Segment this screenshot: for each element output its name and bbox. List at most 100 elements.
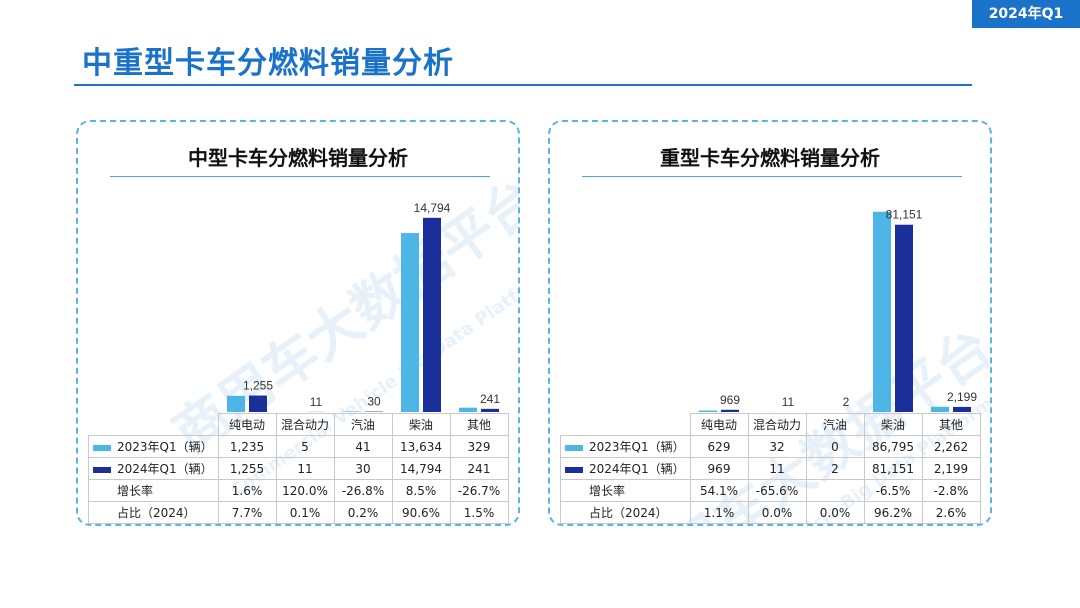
bar-2024-4	[953, 406, 971, 412]
table-cell: 120.0%	[275, 479, 335, 502]
table-cell: 0.0%	[747, 501, 807, 524]
category-tick-label: 纯电动	[689, 413, 749, 436]
table-cell: 90.6%	[391, 501, 451, 524]
table-cell: 8.5%	[391, 479, 451, 502]
legend-swatch	[93, 466, 111, 473]
bar-2024-3	[423, 217, 441, 412]
heavy-truck-panel: 商用车大数据平台 Commercial Vehicle Big Data Pla…	[548, 120, 992, 526]
bar-2024-0	[721, 409, 739, 412]
table-cell: 32	[747, 435, 807, 458]
table-cell: 1.1%	[689, 501, 749, 524]
category-tick-label: 其他	[449, 413, 509, 436]
table-cell: 5	[275, 435, 335, 458]
table-cell: 1.6%	[217, 479, 277, 502]
data-label-2: 30	[367, 395, 381, 409]
legend-swatch	[565, 444, 583, 451]
table-corner	[89, 414, 219, 436]
table-cell: 86,795	[863, 435, 923, 458]
table-cell: 0.2%	[333, 501, 393, 524]
category-tick-label: 混合动力	[275, 413, 335, 436]
data-label-4: 2,199	[947, 390, 977, 404]
table-cell: 2,199	[921, 457, 981, 480]
row-label: 2024年Q1（辆）	[88, 457, 219, 480]
data-label-1: 11	[782, 395, 795, 409]
table-cell: 2	[805, 457, 865, 480]
page-title: 中重型卡车分燃料销量分析	[82, 46, 454, 81]
table-row: 占比（2024） 7.7% 0.1% 0.2% 90.6% 1.5%	[88, 501, 509, 524]
table-cell: 0.0%	[805, 501, 865, 524]
bar-2023-2	[343, 411, 361, 412]
category-tick-label: 其他	[921, 413, 981, 436]
table-cell: 7.7%	[217, 501, 277, 524]
table-row: 2024年Q1（辆） 1,255 11 30 14,794 241	[88, 457, 509, 480]
title-underline	[74, 84, 972, 86]
data-label-3: 81,151	[886, 208, 923, 222]
bar-2023-3	[401, 233, 419, 412]
table-row: 占比（2024） 1.1% 0.0% 0.0% 96.2% 2.6%	[560, 501, 981, 524]
table-row: 2023年Q1（辆） 1,235 5 41 13,634 329	[88, 435, 509, 458]
table-cell: 241	[449, 457, 509, 480]
data-label-3: 14,794	[414, 201, 451, 215]
table-cell: 0	[805, 435, 865, 458]
table-cell: 329	[449, 435, 509, 458]
data-label-1: 11	[310, 395, 323, 409]
table-cell: -65.6%	[747, 479, 807, 502]
medium-chart-title: 中型卡车分燃料销量分析	[188, 146, 408, 170]
row-label: 2024年Q1（辆）	[560, 457, 691, 480]
heavy-title-rule	[582, 176, 962, 177]
table-row: 增长率 54.1% -65.6% -6.5% -2.8%	[560, 479, 981, 502]
row-label-text: 增长率	[589, 484, 626, 498]
bar-2023-4	[459, 407, 477, 412]
bar-2024-0	[249, 395, 267, 412]
heavy-chart-title: 重型卡车分燃料销量分析	[660, 146, 880, 170]
table-cell: 1,235	[217, 435, 277, 458]
table-header-row: 纯电动 混合动力 汽油 柴油 其他	[561, 413, 981, 436]
row-label-text: 占比（2024）	[117, 506, 196, 520]
medium-title-rule	[110, 176, 490, 177]
category-tick-label: 汽油	[805, 413, 865, 436]
table-cell: -2.8%	[921, 479, 981, 502]
table-cell: 30	[333, 457, 393, 480]
category-tick-label: 柴油	[863, 413, 923, 436]
period-badge: 2024年Q1	[972, 0, 1080, 28]
category-tick-label: 柴油	[391, 413, 451, 436]
legend-swatch	[93, 444, 111, 451]
heavy-truck-bar-chart: 969 11 2 81,151 2,199	[699, 208, 977, 412]
category-tick-label: 汽油	[333, 413, 393, 436]
table-corner	[561, 414, 691, 436]
category-tick-label: 纯电动	[217, 413, 277, 436]
table-cell: 14,794	[391, 457, 451, 480]
medium-truck-panel: 商用车大数据平台 Commercial Vehicle Big Data Pla…	[76, 120, 520, 526]
table-row: 2024年Q1（辆） 969 11 2 81,151 2,199	[560, 457, 981, 480]
table-cell: 41	[333, 435, 393, 458]
row-label: 增长率	[88, 479, 219, 502]
row-label-text: 增长率	[117, 484, 154, 498]
row-label-text: 占比（2024）	[589, 506, 668, 520]
bar-2023-0	[227, 395, 245, 412]
table-cell: -6.5%	[863, 479, 923, 502]
row-label-text: 2024年Q1（辆）	[589, 462, 685, 476]
row-label: 占比（2024）	[560, 501, 691, 524]
table-cell: 1,255	[217, 457, 277, 480]
legend-swatch	[565, 466, 583, 473]
table-cell: 2.6%	[921, 501, 981, 524]
bar-2024-4	[481, 408, 499, 412]
row-label-text: 2024年Q1（辆）	[117, 462, 213, 476]
table-row: 2023年Q1（辆） 629 32 0 86,795 2,262	[560, 435, 981, 458]
category-tick-label: 混合动力	[747, 413, 807, 436]
table-cell: -26.8%	[333, 479, 393, 502]
table-row: 增长率 1.6% 120.0% -26.8% 8.5% -26.7%	[88, 479, 509, 502]
row-label: 增长率	[560, 479, 691, 502]
table-cell: 0.1%	[275, 501, 335, 524]
table-cell: 11	[747, 457, 807, 480]
table-cell: 11	[275, 457, 335, 480]
data-label-4: 241	[480, 392, 500, 406]
heavy-truck-data-table: 纯电动 混合动力 汽油 柴油 其他 2023年Q1（辆） 629 32 0 86,795 2,262…	[560, 413, 981, 524]
data-label-0: 1,255	[243, 379, 273, 393]
table-cell: 54.1%	[689, 479, 749, 502]
data-label-2: 2	[843, 395, 850, 409]
table-cell: -26.7%	[449, 479, 509, 502]
medium-truck-data-table: 纯电动 混合动力 汽油 柴油 其他 2023年Q1（辆） 1,235 5 41 13,634 329…	[88, 413, 509, 524]
bar-2023-3	[873, 211, 891, 412]
row-label-text: 2023年Q1（辆）	[589, 440, 685, 454]
